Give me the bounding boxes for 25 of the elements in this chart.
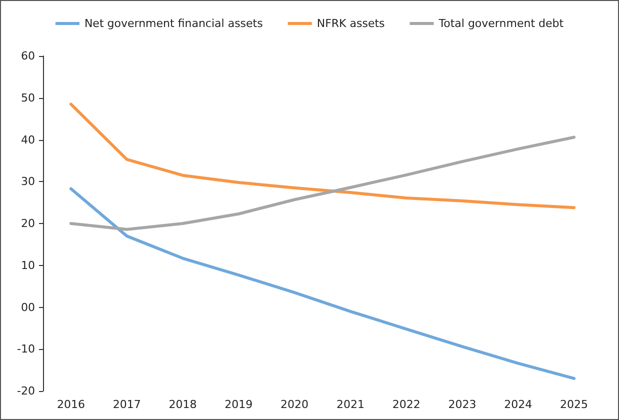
line-series [69, 187, 576, 380]
y-tick-label: 00 [21, 300, 35, 314]
x-tick-label: 2020 [280, 398, 309, 411]
legend-label: Net government financial assets [84, 17, 264, 30]
line-series [69, 136, 576, 231]
x-tick-label: 2021 [336, 398, 364, 411]
x-tick-label: 2017 [112, 398, 141, 411]
legend-label: Total government debt [438, 17, 564, 30]
y-tick-label: -20 [17, 384, 35, 398]
x-tick-label: 2023 [448, 398, 476, 411]
x-tick-label: 2018 [168, 398, 197, 411]
y-tick-label: 20 [21, 217, 35, 230]
y-tick-label: 10 [21, 258, 35, 272]
x-tick-label: 2022 [392, 398, 420, 411]
y-tick-label: 40 [21, 133, 35, 146]
y-tick-label: -10 [17, 342, 35, 356]
y-tick-label: 60 [21, 50, 35, 62]
line-series [69, 102, 576, 210]
y-tick-label: 50 [21, 91, 35, 104]
x-tick-label: 2016 [56, 398, 85, 411]
legend-label: NFRK assets [316, 17, 386, 30]
y-tick-label: 30 [21, 175, 35, 188]
x-tick-label: 2025 [560, 398, 588, 411]
x-tick-label: 2019 [224, 398, 253, 411]
x-tick-label: 2024 [504, 398, 532, 411]
